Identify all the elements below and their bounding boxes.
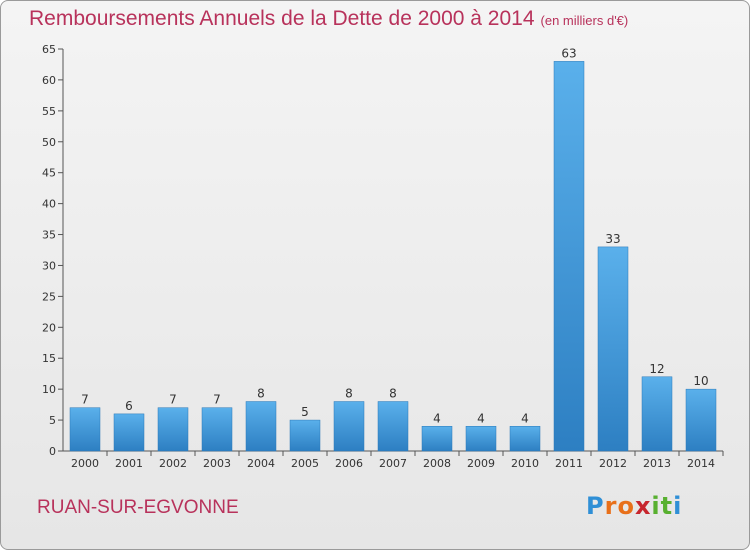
bar-value-label: 4 bbox=[433, 411, 441, 425]
logo-letter: t bbox=[660, 492, 674, 520]
x-tick-label: 2001 bbox=[115, 457, 143, 470]
bar-value-label: 8 bbox=[345, 387, 353, 401]
y-tick-label: 0 bbox=[49, 445, 56, 458]
bar-value-label: 4 bbox=[477, 411, 485, 425]
bar-2000 bbox=[69, 407, 101, 452]
bar-value-label: 63 bbox=[561, 46, 576, 60]
x-tick-label: 2008 bbox=[423, 457, 451, 470]
bar-value-label: 12 bbox=[649, 362, 664, 376]
y-tick-label: 15 bbox=[42, 352, 56, 365]
y-tick-label: 5 bbox=[49, 414, 56, 427]
y-tick-label: 40 bbox=[42, 198, 56, 211]
chart-subtitle: (en milliers d'€) bbox=[540, 13, 629, 28]
x-tick-label: 2005 bbox=[291, 457, 319, 470]
y-tick-label: 30 bbox=[42, 259, 56, 272]
x-tick-label: 2002 bbox=[159, 457, 187, 470]
x-tick-label: 2009 bbox=[467, 457, 495, 470]
bar-2013 bbox=[641, 376, 673, 452]
x-tick-label: 2013 bbox=[643, 457, 671, 470]
bar-2009 bbox=[465, 426, 497, 452]
bar-value-label: 8 bbox=[389, 387, 397, 401]
y-tick-label: 60 bbox=[42, 74, 56, 87]
x-tick-label: 2014 bbox=[687, 457, 715, 470]
logo-letter: r bbox=[604, 492, 618, 520]
y-tick-label: 65 bbox=[42, 43, 56, 56]
x-tick-label: 2000 bbox=[71, 457, 99, 470]
proxiti-logo: Proxiti bbox=[586, 492, 682, 520]
x-tick-label: 2011 bbox=[555, 457, 583, 470]
x-tick-label: 2012 bbox=[599, 457, 627, 470]
y-tick-label: 10 bbox=[42, 383, 56, 396]
bar-value-label: 6 bbox=[125, 399, 133, 413]
logo-letter: x bbox=[634, 492, 652, 520]
commune-name: RUAN-SUR-EGVONNE bbox=[37, 497, 239, 518]
y-tick-label: 35 bbox=[42, 229, 56, 242]
bar-value-label: 7 bbox=[169, 393, 177, 407]
bar-value-label: 10 bbox=[693, 374, 708, 388]
bar-2003 bbox=[201, 407, 233, 452]
bar-2005 bbox=[289, 419, 321, 452]
bar-2004 bbox=[245, 401, 277, 452]
bar-2011 bbox=[553, 61, 585, 452]
bar-value-label: 7 bbox=[213, 393, 221, 407]
y-tick-label: 25 bbox=[42, 290, 56, 303]
logo-letter: P bbox=[586, 492, 605, 520]
y-tick-label: 20 bbox=[42, 321, 56, 334]
x-tick-label: 2006 bbox=[335, 457, 363, 470]
y-tick-label: 45 bbox=[42, 167, 56, 180]
x-tick-label: 2007 bbox=[379, 457, 407, 470]
bar-2007 bbox=[377, 401, 409, 452]
chart-title: Remboursements Annuels de la Dette de 20… bbox=[29, 7, 629, 30]
bar-2001 bbox=[113, 413, 145, 452]
logo-letter: i bbox=[651, 492, 661, 520]
bar-2002 bbox=[157, 407, 189, 452]
logo-letter: i bbox=[673, 492, 683, 520]
bar-2010 bbox=[509, 426, 541, 452]
bar-value-label: 5 bbox=[301, 405, 309, 419]
bar-value-label: 4 bbox=[521, 411, 529, 425]
bar-2006 bbox=[333, 401, 365, 452]
bar-value-label: 8 bbox=[257, 387, 265, 401]
bar-2014 bbox=[685, 388, 717, 452]
bar-value-label: 33 bbox=[605, 232, 620, 246]
x-tick-label: 2010 bbox=[511, 457, 539, 470]
bar-2008 bbox=[421, 426, 453, 452]
y-tick-label: 50 bbox=[42, 136, 56, 149]
y-tick-label: 55 bbox=[42, 105, 56, 118]
x-tick-label: 2003 bbox=[203, 457, 231, 470]
logo-letter: o bbox=[617, 492, 635, 520]
bar-2012 bbox=[597, 246, 629, 452]
x-tick-label: 2004 bbox=[247, 457, 275, 470]
bar-value-label: 7 bbox=[81, 393, 89, 407]
